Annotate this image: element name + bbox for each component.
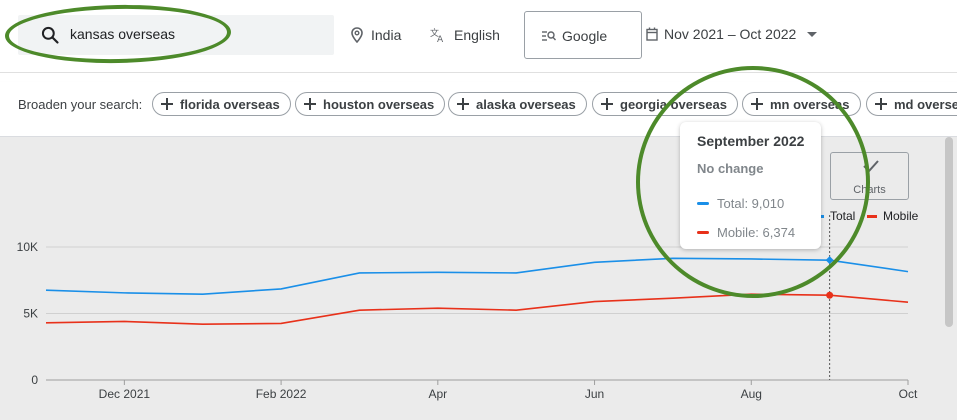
broaden-chip[interactable]: md overseas	[866, 92, 957, 116]
calendar-icon	[646, 27, 658, 41]
x-tick-label: Jun	[585, 387, 604, 401]
vertical-scrollbar[interactable]	[945, 137, 953, 327]
mobile-series-line	[45, 293, 909, 325]
search-list-icon	[542, 31, 556, 41]
total-series-line	[45, 257, 909, 296]
tooltip-total-value: Total: 9,010	[717, 196, 785, 211]
checkmark-icon	[863, 160, 879, 173]
tooltip-mobile-value: Mobile: 6,374	[717, 225, 796, 240]
search-engine-label: Google	[562, 28, 608, 44]
chip-label: houston overseas	[323, 96, 435, 112]
chip-label: mn overseas	[770, 96, 850, 112]
location-filter[interactable]: India	[351, 27, 401, 43]
broaden-chip[interactable]: houston overseas	[295, 92, 446, 116]
chip-label: alaska overseas	[476, 96, 576, 112]
broaden-chip[interactable]: florida overseas	[152, 92, 291, 116]
chip-label: georgia overseas	[620, 96, 727, 112]
x-tick-label: Apr	[428, 387, 447, 401]
date-range-label: Nov 2021 – Oct 2022	[664, 26, 797, 42]
chip-label: md overseas	[894, 96, 957, 112]
search-icon	[41, 26, 59, 44]
search-box[interactable]: kansas overseas	[18, 15, 334, 55]
legend-mobile-swatch	[867, 214, 877, 218]
charts-button[interactable]: Charts	[830, 152, 909, 200]
x-tick-label: Aug	[741, 387, 762, 401]
language-filter[interactable]: 文 A English	[430, 27, 500, 43]
tooltip-total-swatch	[697, 202, 709, 205]
top-bar: kansas overseas India 文 A English Google	[0, 0, 957, 73]
tooltip-mobile-row: Mobile: 6,374	[697, 225, 795, 240]
plus-icon	[457, 98, 469, 110]
y-tick-label: 5K	[23, 307, 38, 321]
chart-tooltip: September 2022 No change Total: 9,010 Mo…	[680, 122, 821, 249]
plus-icon	[751, 98, 763, 110]
total-highlight-marker	[825, 256, 834, 265]
x-tick-label: Feb 2022	[256, 387, 307, 401]
legend-mobile: Mobile	[867, 209, 918, 223]
x-tick-label: Oct	[899, 387, 918, 401]
y-tick-label: 10K	[17, 240, 38, 254]
svg-text:文: 文	[430, 27, 439, 39]
plus-icon	[601, 98, 613, 110]
plus-icon	[304, 98, 316, 110]
tooltip-subtitle: No change	[697, 161, 764, 176]
location-label: India	[371, 27, 402, 43]
broaden-chip[interactable]: alaska overseas	[448, 92, 587, 116]
location-pin-icon	[351, 27, 363, 43]
tooltip-mobile-swatch	[697, 231, 709, 234]
x-tick-label: Dec 2021	[99, 387, 151, 401]
chip-label: florida overseas	[180, 96, 280, 112]
broaden-search-bar: Broaden your search: florida overseas ho…	[0, 82, 957, 137]
legend-total-label: Total	[830, 209, 856, 223]
language-label: English	[454, 27, 500, 43]
chevron-down-icon[interactable]	[807, 32, 817, 37]
broaden-chip[interactable]: mn overseas	[742, 92, 861, 116]
broaden-chip[interactable]: georgia overseas	[592, 92, 738, 116]
svg-text:A: A	[437, 35, 444, 43]
charts-button-label: Charts	[853, 184, 886, 196]
translate-icon: 文 A	[430, 27, 444, 43]
plus-icon	[161, 98, 173, 110]
mobile-highlight-marker	[826, 291, 834, 299]
date-range-dropdown[interactable]: Nov 2021 – Oct 2022	[646, 26, 796, 42]
legend-mobile-label: Mobile	[883, 209, 919, 223]
tooltip-title: September 2022	[697, 133, 805, 149]
search-input[interactable]: kansas overseas	[70, 26, 176, 42]
plus-icon	[875, 98, 887, 110]
tooltip-total-row: Total: 9,010	[697, 196, 784, 211]
broaden-label: Broaden your search:	[18, 97, 143, 112]
search-engine-button[interactable]: Google	[524, 11, 642, 59]
y-tick-label: 0	[31, 373, 38, 387]
